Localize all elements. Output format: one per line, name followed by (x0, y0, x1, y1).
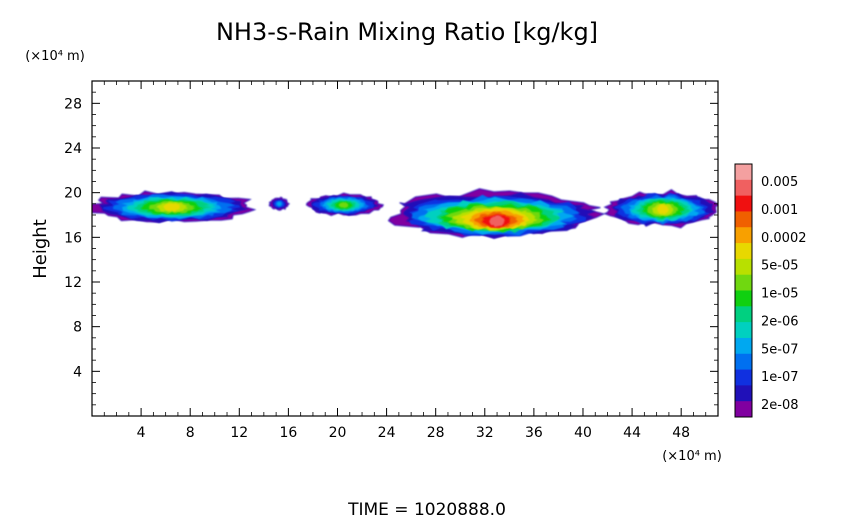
heatmap-contour-band (656, 204, 669, 215)
x-axis-unit: (×10⁴ m) (662, 449, 722, 464)
time-label: TIME = 1020888.0 (347, 500, 506, 519)
colorbar-label: 0.001 (761, 203, 798, 218)
y-tick-label: 8 (73, 320, 82, 336)
colorbar-swatch (735, 179, 752, 197)
x-tick-label: 4 (137, 425, 146, 441)
y-tick-label: 20 (64, 186, 82, 202)
x-tick-label: 40 (574, 425, 592, 441)
colorbar-label: 5e-07 (761, 342, 799, 357)
colorbar-swatch (735, 369, 752, 386)
colorbar-label: 2e-08 (761, 398, 799, 413)
heatmap-contour-band (488, 215, 505, 228)
chart-title: NH3-s-Rain Mixing Ratio [kg/kg] (216, 18, 598, 46)
colorbar-label: 1e-05 (761, 287, 799, 302)
y-axis-label: Height (30, 219, 51, 279)
x-tick-label: 20 (329, 425, 347, 441)
x-tick-label: 48 (672, 425, 690, 441)
x-tick-label: 12 (230, 425, 248, 441)
heatmap-field (92, 188, 718, 239)
colorbar-swatch (735, 243, 752, 260)
colorbar-swatch (735, 258, 752, 276)
colorbar: 0.005 0.001 0.0002 5e-05 1e-05 2e-06 5e-07 1e-0… (734, 163, 807, 418)
y-tick-label: 12 (64, 275, 82, 291)
colorbar-swatch (735, 274, 752, 291)
x-tick-label: 16 (279, 425, 297, 441)
colorbar-swatch (735, 337, 752, 355)
colorbar-label: 0.005 (761, 175, 798, 190)
plot-frame (91, 80, 719, 417)
colorbar-swatch (735, 164, 752, 181)
colorbar-swatch (735, 401, 752, 418)
y-axis: 4 8 12 16 20 24 28 (64, 91, 718, 406)
x-tick-label: 8 (186, 425, 195, 441)
colorbar-label: 0.0002 (761, 231, 807, 246)
colorbar-swatch (735, 211, 752, 228)
colorbar-label: 1e-07 (761, 370, 799, 385)
colorbar-swatch (735, 290, 752, 307)
colorbar-label: 5e-05 (761, 259, 799, 274)
colorbar-swatch (735, 227, 752, 244)
y-tick-label: 28 (64, 96, 82, 112)
y-axis-unit: (×10⁴ m) (25, 49, 85, 64)
x-tick-label: 24 (378, 425, 396, 441)
heatmap-contour-band (162, 203, 181, 212)
colorbar-label: 2e-06 (761, 314, 799, 329)
x-tick-label: 44 (623, 425, 641, 441)
colorbar-swatch (735, 353, 752, 370)
x-tick-label: 32 (476, 425, 494, 441)
y-tick-label: 4 (73, 364, 82, 380)
x-axis: 4 8 12 16 20 24 28 32 36 40 44 48 (103, 81, 707, 441)
colorbar-frame (734, 163, 753, 418)
heatmap-contour-band (338, 202, 349, 208)
colorbar-swatch (735, 195, 752, 212)
x-tick-label: 28 (427, 425, 445, 441)
colorbar-swatch (735, 322, 752, 339)
y-tick-label: 24 (64, 141, 82, 157)
y-tick-label: 16 (64, 230, 82, 246)
colorbar-swatch (735, 306, 752, 323)
colorbar-swatch (735, 385, 752, 402)
heatmap-contour-band (276, 201, 282, 207)
x-tick-label: 36 (525, 425, 543, 441)
